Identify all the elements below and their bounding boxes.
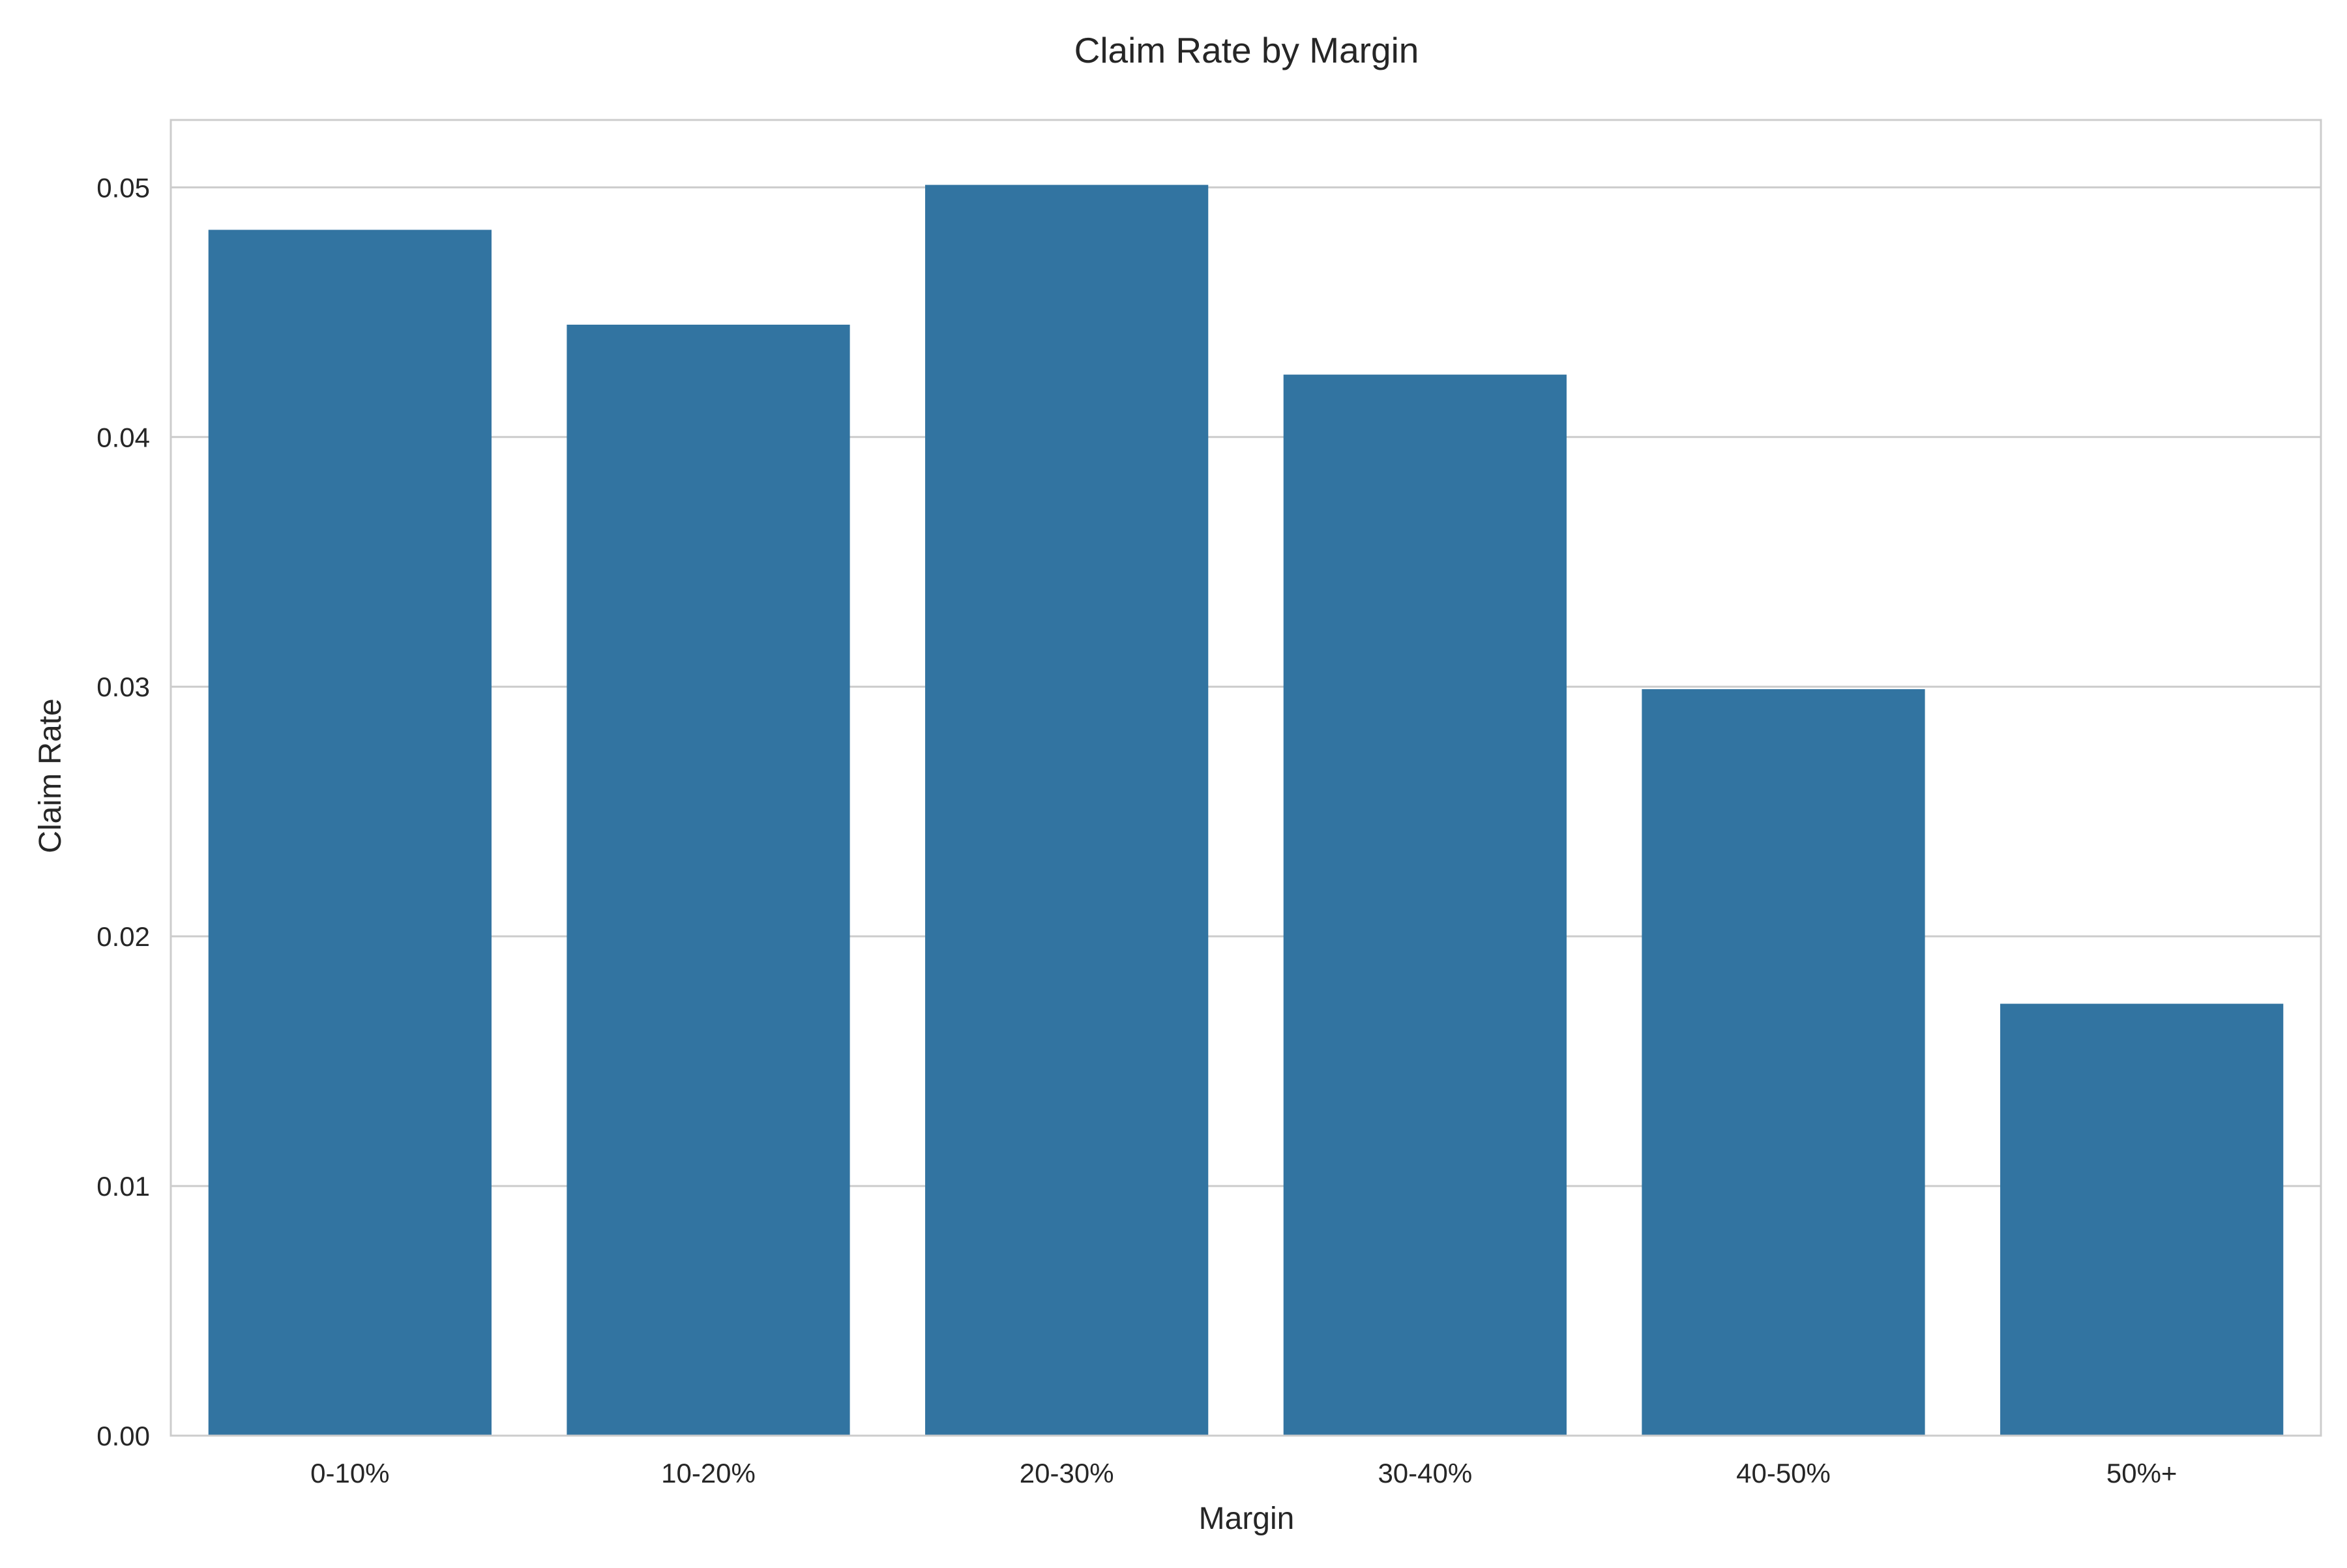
y-axis-label: Claim Rate — [33, 698, 68, 853]
y-tick-label: 0.02 — [96, 921, 150, 952]
x-tick-labels: 0-10% 10-20% 20-30% 30-40% 40-50% 50%+ — [310, 1458, 2177, 1488]
x-tick-label: 50%+ — [2106, 1458, 2177, 1488]
x-tick-label: 10-20% — [661, 1458, 756, 1488]
bar-50%+ — [2000, 1003, 2284, 1436]
x-tick-label: 30-40% — [1378, 1458, 1472, 1488]
bar-40-50% — [1642, 689, 1925, 1436]
bar-20-30% — [925, 185, 1209, 1436]
y-tick-label: 0.03 — [96, 672, 150, 702]
bar-30-40% — [1283, 374, 1567, 1436]
y-tick-label: 0.05 — [96, 172, 150, 203]
y-tick-label: 0.01 — [96, 1171, 150, 1202]
chart-title: Claim Rate by Margin — [1074, 30, 1419, 70]
y-tick-label: 0.04 — [96, 422, 150, 452]
bar-0-10% — [208, 229, 492, 1436]
x-tick-label: 20-30% — [1020, 1458, 1114, 1488]
x-tick-label: 40-50% — [1736, 1458, 1831, 1488]
x-tick-label: 0-10% — [310, 1458, 389, 1488]
plot-frame — [170, 119, 2322, 1437]
y-tick-labels: 0.00 0.01 0.02 0.03 0.04 0.05 — [96, 172, 150, 1451]
x-axis-label: Margin — [1199, 1501, 1295, 1536]
y-tick-label: 0.00 — [96, 1421, 150, 1451]
bar-10-20% — [567, 324, 850, 1436]
bars — [208, 185, 2284, 1436]
